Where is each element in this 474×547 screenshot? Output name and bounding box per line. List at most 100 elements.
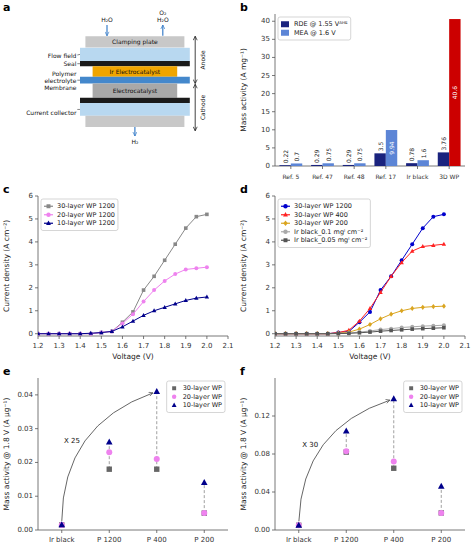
point	[163, 279, 167, 283]
x-axis-label: Voltage (V)	[112, 352, 154, 361]
point	[315, 332, 319, 336]
point	[379, 329, 383, 333]
point	[421, 226, 425, 230]
figure: aClamping plateIr ElectrocatalystElectro…	[0, 0, 474, 547]
point	[357, 330, 361, 334]
y-tick	[35, 264, 38, 265]
annotation: Current collector	[26, 109, 77, 116]
y-tick	[272, 454, 275, 455]
point	[326, 331, 330, 336]
chart: 0123456Current density (A cm⁻²)1.21.31.4…	[2, 192, 234, 361]
y-tick-label: 0.00	[17, 526, 33, 534]
y-tick-label: 3	[266, 261, 270, 269]
panel-label: c	[3, 183, 10, 196]
schematic: Clamping plateIr ElectrocatalystElectroc…	[26, 9, 206, 144]
bar	[311, 165, 322, 166]
x-tick	[385, 166, 386, 169]
data-label: 9.94	[388, 141, 395, 155]
x-tick-label: 1.3	[291, 342, 302, 350]
x-tick-label: Ir black	[406, 173, 429, 180]
point	[106, 439, 113, 445]
layer	[85, 36, 184, 47]
y-tick	[272, 57, 275, 58]
legend-marker	[172, 386, 176, 390]
point	[410, 242, 414, 246]
series-line	[275, 214, 444, 333]
point	[184, 267, 188, 271]
point	[89, 331, 93, 335]
layer	[80, 61, 190, 66]
data-label: 1.6	[420, 148, 427, 158]
x-axis-line	[275, 166, 465, 167]
point	[106, 449, 112, 455]
y-axis: 0510152025303540Mass activity (A mg⁻¹)	[239, 14, 275, 170]
x-tick-label: 1.4	[75, 342, 87, 350]
legend-label: 30-layer WP 400	[294, 211, 348, 219]
layer	[80, 48, 190, 61]
point	[58, 521, 65, 527]
point	[378, 290, 382, 294]
y-tick	[35, 333, 38, 334]
chart: 0.000.040.080.12Mass activity @ 1.8 V (A…	[239, 378, 465, 544]
point	[152, 275, 156, 279]
point	[184, 226, 188, 230]
y-tick	[35, 394, 38, 395]
y-tick-label: 2	[266, 284, 270, 292]
legend: 30-layer WP 120020-layer WP 120010-layer…	[41, 199, 118, 231]
layer	[80, 98, 190, 103]
x-tick	[206, 336, 207, 339]
x-tick	[401, 336, 402, 339]
x-tick	[109, 530, 110, 533]
legend-label: 20-layer WP	[420, 393, 459, 401]
point	[421, 327, 425, 331]
point	[347, 332, 351, 336]
y-axis: 0.000.040.080.12Mass activity @ 1.8 V (A…	[239, 378, 275, 534]
layer	[93, 84, 178, 98]
point	[296, 523, 301, 528]
y-tick	[272, 310, 275, 311]
x-axis: 1.21.31.41.51.61.71.81.92.02.1Voltage (V…	[269, 336, 470, 361]
point	[326, 331, 330, 335]
y-tick	[35, 218, 38, 219]
y-tick	[272, 111, 275, 112]
annotation: H₂O	[157, 16, 169, 23]
chart: 0510152025303540Mass activity (A mg⁻¹)Re…	[239, 14, 465, 180]
y-tick	[35, 428, 38, 429]
point	[205, 265, 209, 269]
legend-marker	[284, 238, 288, 242]
point	[438, 510, 444, 516]
annotation: PolymerelectrolyteMembrane	[44, 69, 77, 90]
y-axis-label: Mass activity @ 1.8 V (A μg⁻¹)	[2, 397, 11, 510]
point	[347, 331, 351, 335]
point	[389, 274, 393, 278]
point	[379, 316, 383, 321]
point	[368, 322, 372, 327]
connector	[441, 486, 442, 513]
legend-marker	[172, 403, 177, 407]
point	[57, 331, 61, 335]
point	[390, 395, 397, 401]
point	[391, 466, 396, 471]
legend-label: 30-layer WP 1200	[294, 202, 352, 210]
data-label: 0.29	[313, 149, 320, 163]
panel-label: b	[240, 1, 248, 14]
annotation: Cathode	[199, 95, 206, 121]
series-line	[275, 328, 444, 334]
annotation: Flow field	[48, 52, 77, 59]
leader-line	[77, 63, 80, 64]
bar	[449, 19, 460, 166]
point	[336, 331, 340, 336]
data-label: 40.6	[451, 86, 458, 100]
y-tick-label: 1	[266, 307, 270, 315]
point	[162, 305, 166, 309]
legend-swatch	[281, 30, 289, 36]
point	[110, 330, 114, 334]
x-axis-line	[38, 530, 228, 531]
legend-label: 20-layer WP	[183, 393, 222, 401]
layer	[80, 103, 190, 116]
x-tick	[228, 336, 229, 339]
flow-arrow	[134, 127, 135, 136]
legend-marker	[283, 230, 287, 234]
legend-label: Ir black_0.05 mgᴵ cm⁻²	[294, 236, 368, 244]
legend-box	[41, 199, 118, 231]
